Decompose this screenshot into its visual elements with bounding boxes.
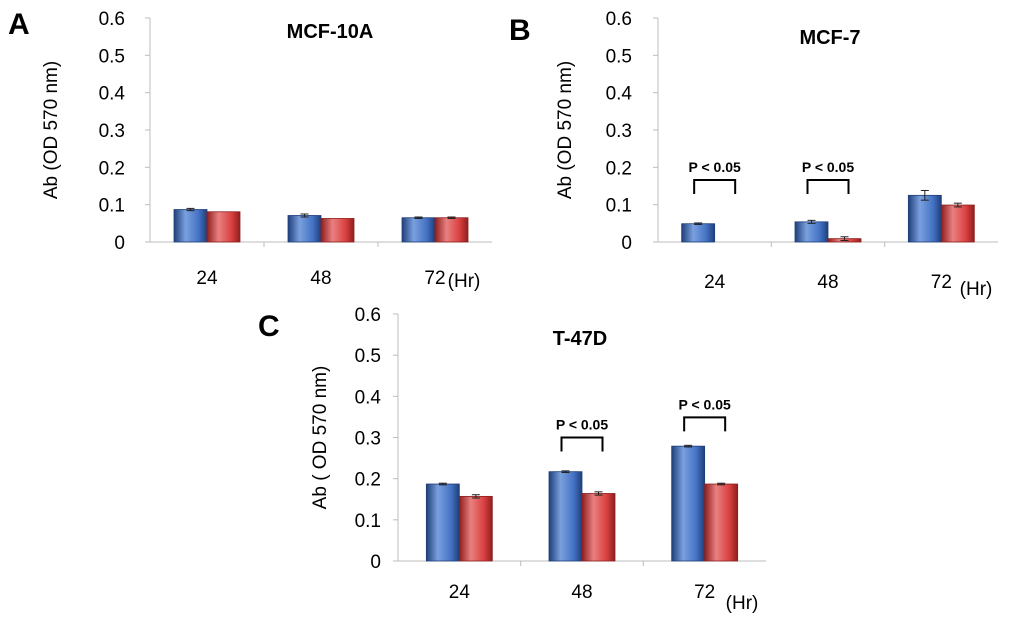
significance-bracket xyxy=(693,179,737,195)
significance-bracket xyxy=(683,416,727,432)
x-category-label: 48 xyxy=(571,582,592,603)
y-tick-label: 0 xyxy=(370,552,381,573)
bar-series-1 xyxy=(548,471,583,562)
p-value-label: P < 0.05 xyxy=(689,159,742,175)
chart-panel-b: B MCF-7 0 0.1 0.2 0.3 0.4 0.5 0.6 Ab (OD 570 nm) 2… xyxy=(509,9,998,300)
y-tick-label: 0.2 xyxy=(99,158,125,179)
bar-series-2 xyxy=(940,204,975,243)
x-category-label: 24 xyxy=(196,268,218,289)
bar-series-1 xyxy=(287,215,322,243)
p-value-label: P < 0.05 xyxy=(802,159,855,175)
y-tick-label: 0.1 xyxy=(606,196,632,217)
y-tick-label: 0.4 xyxy=(355,387,382,408)
bar-series-2 xyxy=(458,495,493,562)
x-unit-label: (Hr) xyxy=(726,593,759,614)
bar-series-1 xyxy=(671,445,706,562)
panel-letter: C xyxy=(258,310,280,343)
x-unit-label: (Hr) xyxy=(960,279,993,300)
x-category-label: 24 xyxy=(704,272,726,293)
y-tick-label: 0.6 xyxy=(99,9,125,30)
y-axis-label: Ab (OD 570 nm) xyxy=(555,61,576,199)
chart-panel-c: C T-47D 0 0.1 0.2 0.3 0.4 0.5 0.6 Ab ( OD 570 nm)… xyxy=(258,305,766,614)
significance-bracket xyxy=(560,436,604,452)
chart-title: MCF-10A xyxy=(287,21,374,43)
panels-group: A MCF-10A 0 0.1 0.2 0.3 0.4 0.5 0.6 Ab (OD 570 nm… xyxy=(8,8,998,614)
y-tick-label: 0.5 xyxy=(99,46,125,67)
p-value-label: P < 0.05 xyxy=(556,417,609,433)
y-tick-label: 0.2 xyxy=(606,158,632,179)
p-value-label: P < 0.05 xyxy=(679,396,732,412)
y-tick-label: 0.5 xyxy=(355,346,381,367)
x-category-label: 72 xyxy=(931,272,952,293)
bar-series-2 xyxy=(206,211,241,243)
chart-title: T-47D xyxy=(553,328,607,350)
x-category-label: 72 xyxy=(424,268,445,289)
y-tick-label: 0.2 xyxy=(355,470,381,491)
y-tick-label: 0.3 xyxy=(99,121,125,142)
x-category-label: 24 xyxy=(449,582,471,603)
y-tick-label: 0.1 xyxy=(99,196,125,217)
bar-series-2 xyxy=(581,493,616,562)
bar-series-1 xyxy=(907,194,942,243)
y-tick-label: 0.1 xyxy=(355,511,381,532)
x-category-label: 72 xyxy=(694,582,715,603)
y-tick-label: 0.6 xyxy=(606,9,632,30)
y-tick-label: 0.3 xyxy=(355,429,381,450)
y-tick-label: 0 xyxy=(114,233,125,254)
bar-series-1 xyxy=(401,217,436,243)
bar-series-2 xyxy=(704,483,739,562)
y-tick-label: 0.5 xyxy=(606,46,632,67)
y-tick-label: 0.3 xyxy=(606,121,632,142)
y-tick-label: 0.4 xyxy=(606,84,633,105)
y-tick-label: 0 xyxy=(621,233,632,254)
x-category-label: 48 xyxy=(310,268,331,289)
x-category-label: 48 xyxy=(817,272,838,293)
bar-series-2 xyxy=(320,218,355,243)
bar-series-1 xyxy=(681,223,716,243)
x-unit-label: (Hr) xyxy=(448,271,481,292)
chart-panel-a: A MCF-10A 0 0.1 0.2 0.3 0.4 0.5 0.6 Ab (OD 570 nm… xyxy=(8,8,492,292)
bar-series-1 xyxy=(794,221,829,243)
significance-bracket xyxy=(806,179,850,195)
bar-series-2 xyxy=(434,217,469,243)
y-tick-label: 0.4 xyxy=(99,84,126,105)
y-axis-label: Ab ( OD 570 nm) xyxy=(310,366,331,510)
panel-letter: A xyxy=(8,8,30,41)
panel-letter: B xyxy=(509,14,531,47)
chart-title: MCF-7 xyxy=(799,27,860,49)
y-axis-label: Ab (OD 570 nm) xyxy=(41,61,62,199)
bar-series-1 xyxy=(425,483,460,562)
bar-series-1 xyxy=(173,209,208,243)
y-tick-label: 0.6 xyxy=(355,305,381,326)
